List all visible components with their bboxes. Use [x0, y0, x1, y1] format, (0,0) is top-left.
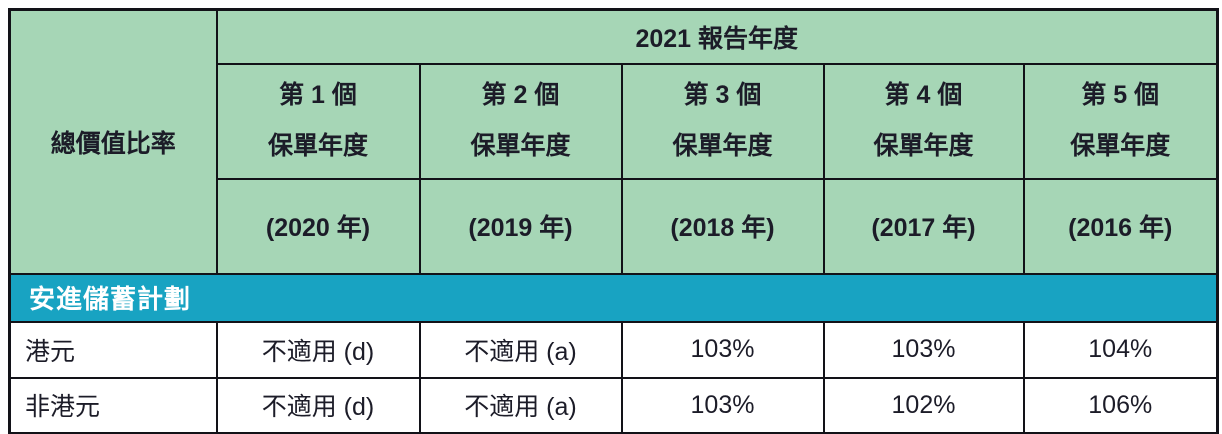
policy-year-header-4: 第 4 個 保單年度 [822, 62, 1025, 180]
policy-year-1-ordinal: 第 1 個 [279, 80, 357, 109]
non-hkd-value-year4: 102% [822, 376, 1025, 434]
non-hkd-value-year1: 不適用 (d) [215, 376, 421, 434]
report-year-header: 2021 報告年度 [215, 8, 1219, 65]
policy-year-1-label: 保單年度 [267, 132, 368, 160]
policy-year-header-2: 第 2 個 保單年度 [418, 62, 623, 180]
calendar-year-3: (2018 年) [620, 177, 825, 275]
hkd-value-year1: 不適用 (d) [215, 320, 421, 379]
row-label-hkd: 港元 [8, 320, 218, 379]
hkd-value-year5: 104% [1022, 320, 1219, 379]
policy-year-2-label: 保單年度 [470, 132, 571, 160]
table-row-non-hkd: 非港元 不適用 (d) 不適用 (a) 103% 102% 106% [8, 376, 1219, 434]
policy-year-4-ordinal: 第 4 個 [884, 80, 963, 109]
policy-year-2-ordinal: 第 2 個 [481, 80, 560, 109]
policy-year-5-label: 保單年度 [1070, 132, 1171, 160]
header-row-calendar-years: (2020 年) (2019 年) (2018 年) (2017 年) (201… [10, 177, 1219, 275]
total-value-ratio-table: 總價值比率 2021 報告年度 第 1 個 保單年度 第 2 個 保單年度 第 … [8, 8, 1220, 434]
hkd-value-year2: 不適用 (a) [418, 320, 623, 379]
non-hkd-value-year3: 103% [620, 376, 825, 434]
hkd-value-year4: 103% [822, 320, 1025, 379]
calendar-year-5: (2016 年) [1022, 177, 1219, 275]
header-row-policy-years: 第 1 個 保單年度 第 2 個 保單年度 第 3 個 保單年度 第 4 個 保… [10, 62, 1219, 180]
hkd-value-year3: 103% [620, 320, 825, 379]
policy-year-header-3: 第 3 個 保單年度 [620, 62, 825, 180]
calendar-year-4: (2017 年) [822, 177, 1025, 275]
calendar-year-1: (2020 年) [215, 177, 421, 275]
calendar-year-2: (2019 年) [418, 177, 623, 275]
policy-year-4-label: 保單年度 [873, 132, 974, 160]
policy-year-3-label: 保單年度 [672, 132, 773, 160]
policy-year-3-ordinal: 第 3 個 [683, 80, 762, 109]
section-band-row: 安進儲蓄計劃 [8, 272, 1219, 323]
non-hkd-value-year2: 不適用 (a) [418, 376, 623, 434]
header-row-report-year: 總價值比率 2021 報告年度 [8, 8, 1219, 275]
total-value-ratio-header: 總價值比率 [8, 8, 218, 275]
policy-year-header-5: 第 5 個 保單年度 [1022, 62, 1219, 180]
row-label-non-hkd: 非港元 [8, 376, 218, 434]
policy-year-5-ordinal: 第 5 個 [1081, 80, 1160, 109]
section-title: 安進儲蓄計劃 [8, 272, 1219, 323]
policy-year-header-1: 第 1 個 保單年度 [215, 62, 421, 180]
non-hkd-value-year5: 106% [1022, 376, 1219, 434]
table-row-hkd: 港元 不適用 (d) 不適用 (a) 103% 103% 104% [8, 320, 1219, 379]
